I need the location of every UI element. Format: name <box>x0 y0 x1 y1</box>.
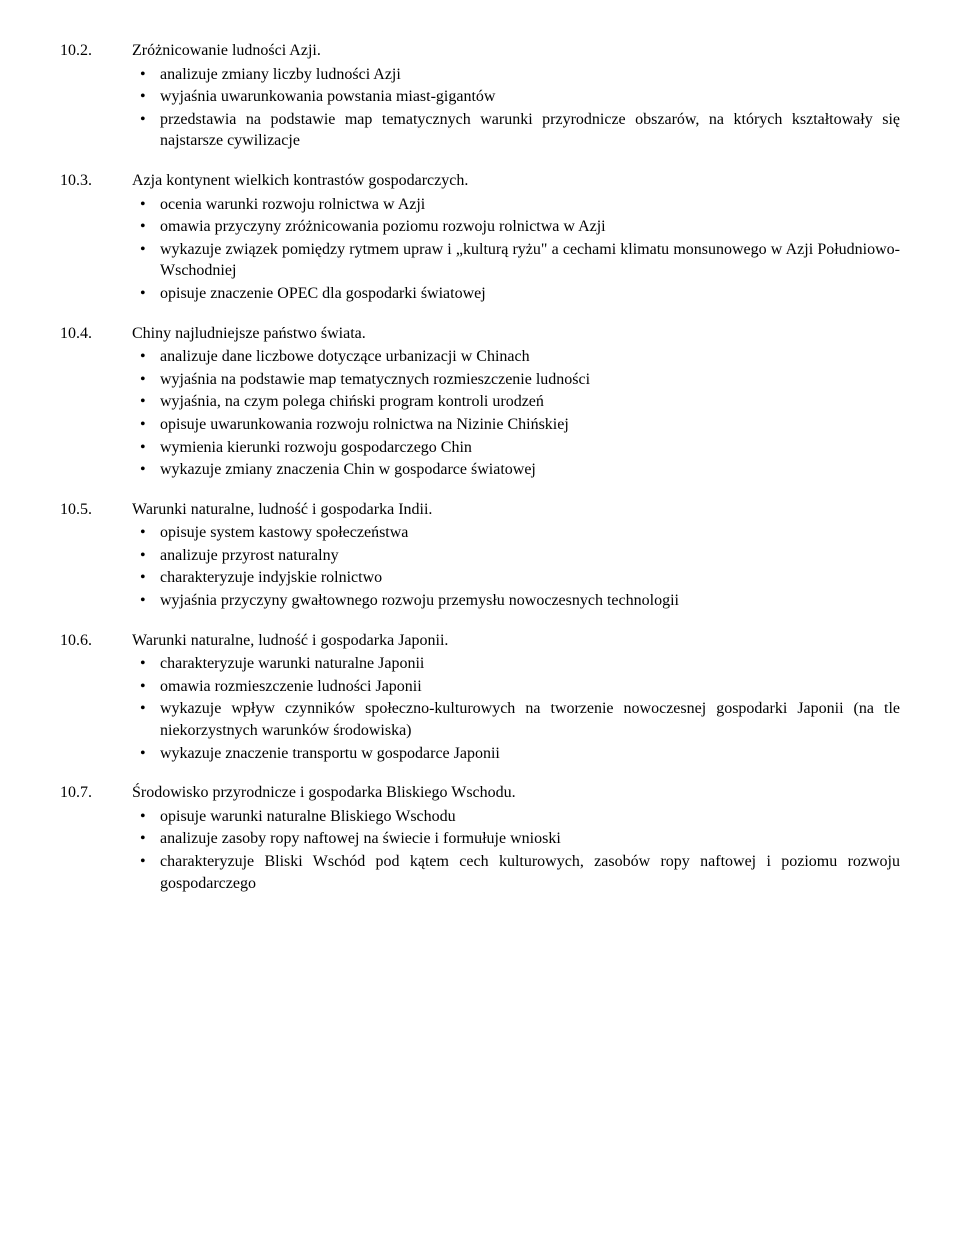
bullet-item: wyjaśnia na podstawie map tematycznych r… <box>132 369 900 391</box>
bullet-list: opisuje warunki naturalne Bliskiego Wsch… <box>132 806 900 894</box>
bullet-list: charakteryzuje warunki naturalne Japonii… <box>132 653 900 764</box>
bullet-item: wykazuje związek pomiędzy rytmem upraw i… <box>132 239 900 282</box>
section-title: Azja kontynent wielkich kontrastów gospo… <box>132 170 900 192</box>
bullet-item: wyjaśnia uwarunkowania powstania miast-g… <box>132 86 900 108</box>
bullet-item: charakteryzuje indyjskie rolnictwo <box>132 567 900 589</box>
bullet-item: omawia przyczyny zróżnicowania poziomu r… <box>132 216 900 238</box>
bullet-item: opisuje warunki naturalne Bliskiego Wsch… <box>132 806 900 828</box>
bullet-item: omawia rozmieszczenie ludności Japonii <box>132 676 900 698</box>
bullet-item: wymienia kierunki rozwoju gospodarczego … <box>132 437 900 459</box>
section-title: Chiny najludniejsze państwo świata. <box>132 323 900 345</box>
section-header: 10.7.Środowisko przyrodnicze i gospodark… <box>60 782 900 804</box>
bullet-item: wykazuje wpływ czynników społeczno-kultu… <box>132 698 900 741</box>
section-title: Środowisko przyrodnicze i gospodarka Bli… <box>132 782 900 804</box>
bullet-item: charakteryzuje Bliski Wschód pod kątem c… <box>132 851 900 894</box>
bullet-list: ocenia warunki rozwoju rolnictwa w Azjio… <box>132 194 900 305</box>
section: 10.2.Zróżnicowanie ludności Azji.analizu… <box>60 40 900 152</box>
section-header: 10.6.Warunki naturalne, ludność i gospod… <box>60 630 900 652</box>
bullet-item: wyjaśnia, na czym polega chiński program… <box>132 391 900 413</box>
section-number: 10.5. <box>60 499 132 521</box>
section-number: 10.4. <box>60 323 132 345</box>
section: 10.7.Środowisko przyrodnicze i gospodark… <box>60 782 900 894</box>
section-title: Warunki naturalne, ludność i gospodarka … <box>132 499 900 521</box>
section-number: 10.6. <box>60 630 132 652</box>
section-header: 10.3.Azja kontynent wielkich kontrastów … <box>60 170 900 192</box>
bullet-item: analizuje zmiany liczby ludności Azji <box>132 64 900 86</box>
bullet-item: wykazuje zmiany znaczenia Chin w gospoda… <box>132 459 900 481</box>
section-title: Zróżnicowanie ludności Azji. <box>132 40 900 62</box>
bullet-item: opisuje uwarunkowania rozwoju rolnictwa … <box>132 414 900 436</box>
bullet-item: wyjaśnia przyczyny gwałtownego rozwoju p… <box>132 590 900 612</box>
section-header: 10.2.Zróżnicowanie ludności Azji. <box>60 40 900 62</box>
section: 10.6.Warunki naturalne, ludność i gospod… <box>60 630 900 765</box>
section-header: 10.4.Chiny najludniejsze państwo świata. <box>60 323 900 345</box>
section-header: 10.5.Warunki naturalne, ludność i gospod… <box>60 499 900 521</box>
bullet-item: przedstawia na podstawie map tematycznyc… <box>132 109 900 152</box>
section-number: 10.3. <box>60 170 132 192</box>
bullet-item: ocenia warunki rozwoju rolnictwa w Azji <box>132 194 900 216</box>
bullet-list: analizuje dane liczbowe dotyczące urbani… <box>132 346 900 481</box>
bullet-item: opisuje system kastowy społeczeństwa <box>132 522 900 544</box>
bullet-item: wykazuje znaczenie transportu w gospodar… <box>132 743 900 765</box>
section-title: Warunki naturalne, ludność i gospodarka … <box>132 630 900 652</box>
bullet-list: opisuje system kastowy społeczeństwaanal… <box>132 522 900 611</box>
section: 10.3.Azja kontynent wielkich kontrastów … <box>60 170 900 305</box>
section: 10.4.Chiny najludniejsze państwo świata.… <box>60 323 900 481</box>
bullet-item: analizuje zasoby ropy naftowej na świeci… <box>132 828 900 850</box>
bullet-item: charakteryzuje warunki naturalne Japonii <box>132 653 900 675</box>
section-number: 10.2. <box>60 40 132 62</box>
section-number: 10.7. <box>60 782 132 804</box>
bullet-item: analizuje dane liczbowe dotyczące urbani… <box>132 346 900 368</box>
section: 10.5.Warunki naturalne, ludność i gospod… <box>60 499 900 612</box>
bullet-item: analizuje przyrost naturalny <box>132 545 900 567</box>
bullet-list: analizuje zmiany liczby ludności Azjiwyj… <box>132 64 900 152</box>
bullet-item: opisuje znaczenie OPEC dla gospodarki św… <box>132 283 900 305</box>
